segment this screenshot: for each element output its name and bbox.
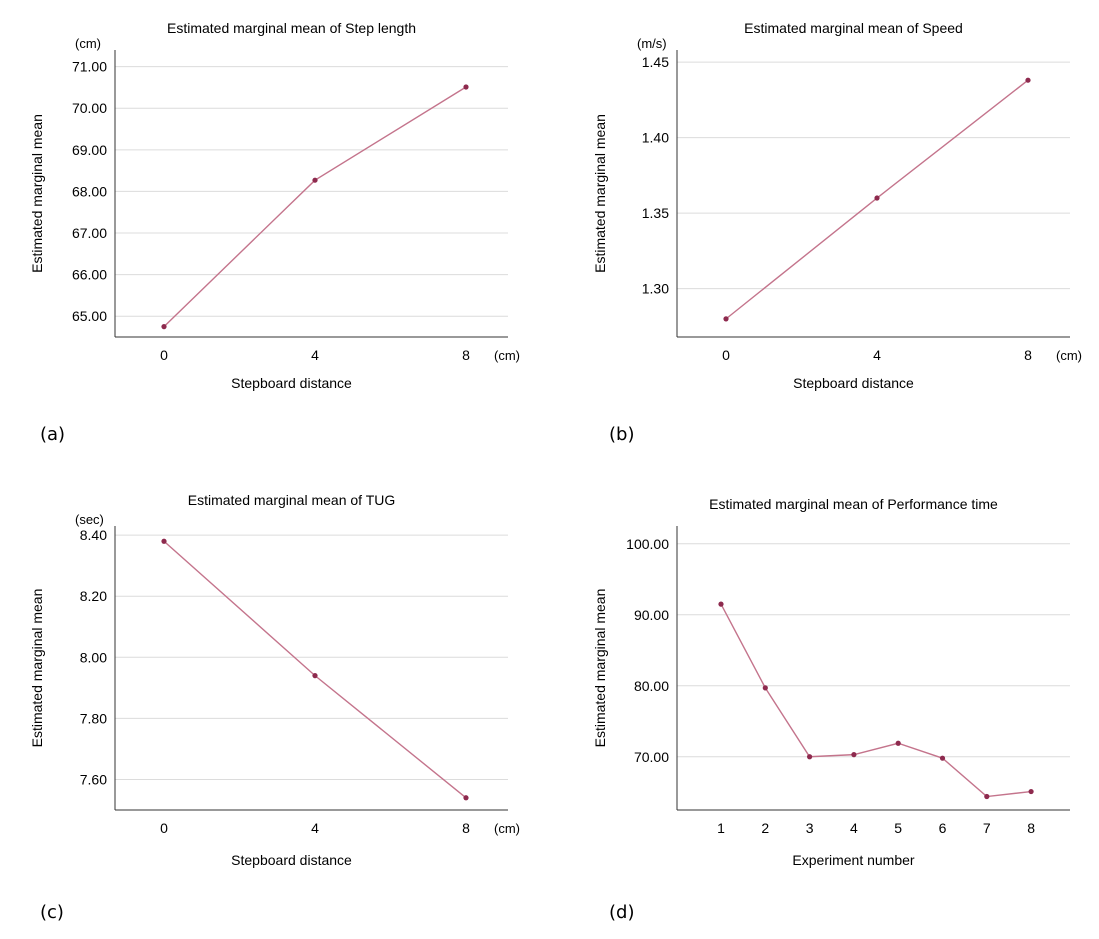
chart-d-xtick-5: 6 xyxy=(939,820,947,836)
chart-d-xtick-1: 2 xyxy=(761,820,769,836)
chart-b-x-unit: (cm) xyxy=(1056,348,1082,363)
chart-c-ytick-0: 7.60 xyxy=(80,771,107,787)
chart-b-xlabel: Stepboard distance xyxy=(793,375,914,391)
chart-b-ytick-0: 1.30 xyxy=(642,281,669,297)
chart-d-point-4 xyxy=(895,740,901,746)
chart-c-ytick-2: 8.00 xyxy=(80,649,107,665)
chart-d-point-1 xyxy=(762,685,768,691)
chart-d-xlabel: Experiment number xyxy=(792,852,915,868)
chart-a-series-line xyxy=(163,86,467,328)
chart-c-ytick-1: 7.80 xyxy=(80,710,107,726)
chart-b-xtick-1: 4 xyxy=(873,347,881,363)
chart-a-ylabel: Estimated marginal mean xyxy=(29,114,45,273)
chart-b-ytick-3: 1.45 xyxy=(642,54,669,70)
chart-d-point-0 xyxy=(718,601,724,607)
chart-b-xtick-2: 8 xyxy=(1024,347,1032,363)
chart-d-ylabel: Estimated marginal mean xyxy=(592,589,608,748)
chart-b-svg: 1.30 1.35 1.40 1.45 0 4 8 Estimated marginal me… xyxy=(592,20,1082,391)
chart-d-svg: 70.00 80.00 90.00 100.00 1 2 3 4 5 6 7 8 Estimated m… xyxy=(592,496,1070,868)
chart-d-point-3 xyxy=(851,752,857,758)
chart-a-ytick-5: 70.00 xyxy=(72,100,107,116)
chart-c-xlabel: Stepboard distance xyxy=(231,852,352,868)
chart-d-ytick-0: 70.00 xyxy=(634,749,669,765)
chart-a-ytick-1: 66.00 xyxy=(72,267,107,283)
chart-c-svg: 7.60 7.80 8.00 8.20 8.40 0 4 8 Estimated margina… xyxy=(29,492,520,868)
chart-panel-c: 7.60 7.80 8.00 8.20 8.40 0 4 8 Estimated margina… xyxy=(0,480,550,890)
chart-c-x-unit: (cm) xyxy=(494,821,520,836)
chart-a-svg: 65.00 66.00 67.00 68.00 69.00 70.00 71.00 0 4 8 Es… xyxy=(29,20,520,391)
chart-panel-d: 70.00 80.00 90.00 100.00 1 2 3 4 5 6 7 8 Estimated m… xyxy=(555,480,1099,890)
chart-panel-a: 65.00 66.00 67.00 68.00 69.00 70.00 71.00 0 4 8 Es… xyxy=(0,0,550,420)
panel-label-b: (b) xyxy=(609,424,635,445)
chart-b-point-2 xyxy=(1025,77,1031,83)
chart-a-ytick-4: 69.00 xyxy=(72,142,107,158)
chart-a-xtick-0: 0 xyxy=(160,347,168,363)
chart-a-x-unit: (cm) xyxy=(494,348,520,363)
chart-c-point-0 xyxy=(161,538,167,544)
chart-b-point-1 xyxy=(874,195,880,201)
chart-b-ylabel: Estimated marginal mean xyxy=(592,114,608,273)
chart-a-ytick-6: 71.00 xyxy=(72,59,107,75)
chart-d-xtick-4: 5 xyxy=(894,820,902,836)
chart-d-xtick-2: 3 xyxy=(806,820,814,836)
chart-b-ytick-1: 1.35 xyxy=(642,205,669,221)
chart-c-xtick-0: 0 xyxy=(160,820,168,836)
chart-c-ylabel: Estimated marginal mean xyxy=(29,589,45,748)
chart-c-point-1 xyxy=(312,673,318,679)
chart-a-xtick-1: 4 xyxy=(311,347,319,363)
chart-a-point-0 xyxy=(161,324,167,330)
chart-a-xlabel: Stepboard distance xyxy=(231,375,352,391)
chart-c-y-unit: (sec) xyxy=(75,512,104,527)
chart-d-point-6 xyxy=(984,793,990,800)
chart-c-ytick-3: 8.20 xyxy=(80,588,107,604)
chart-d-xtick-0: 1 xyxy=(717,820,725,836)
chart-a-ytick-2: 67.00 xyxy=(72,225,107,241)
chart-d-point-2 xyxy=(807,754,813,760)
chart-b-xtick-0: 0 xyxy=(722,347,730,363)
chart-c-xtick-1: 4 xyxy=(311,820,319,836)
chart-b-title: Estimated marginal mean of Speed xyxy=(744,20,963,36)
chart-b-ytick-2: 1.40 xyxy=(642,130,669,146)
panel-label-a: (a) xyxy=(40,424,66,445)
chart-a-y-unit: (cm) xyxy=(75,36,101,51)
chart-c-series-line xyxy=(163,540,467,799)
chart-d-point-7 xyxy=(1028,788,1034,795)
chart-b-point-0 xyxy=(723,316,729,322)
chart-d-ytick-1: 80.00 xyxy=(634,678,669,694)
chart-d-ytick-2: 90.00 xyxy=(634,607,669,623)
chart-d-xtick-7: 8 xyxy=(1027,820,1035,836)
chart-a-xtick-2: 8 xyxy=(462,347,470,363)
chart-d-xtick-6: 7 xyxy=(983,820,991,836)
panel-label-c: (c) xyxy=(40,902,64,923)
chart-c-ytick-4: 8.40 xyxy=(80,527,107,543)
chart-panel-b: 1.30 1.35 1.40 1.45 0 4 8 Estimated marginal me… xyxy=(555,0,1099,420)
chart-a-point-2 xyxy=(463,84,469,90)
panel-label-d: (d) xyxy=(609,902,635,923)
chart-d-ytick-3: 100.00 xyxy=(626,536,669,552)
chart-d-xtick-3: 4 xyxy=(850,820,858,836)
chart-d-series-line xyxy=(720,603,1032,798)
chart-c-point-2 xyxy=(463,795,469,801)
chart-a-title: Estimated marginal mean of Step length xyxy=(167,20,416,36)
chart-b-y-unit: (m/s) xyxy=(637,36,667,51)
chart-c-title: Estimated marginal mean of TUG xyxy=(188,492,396,508)
chart-a-ytick-3: 68.00 xyxy=(72,183,107,199)
chart-a-ytick-0: 65.00 xyxy=(72,308,107,324)
chart-c-xtick-2: 8 xyxy=(462,820,470,836)
chart-d-point-5 xyxy=(939,755,946,761)
chart-d-title: Estimated marginal mean of Performance t… xyxy=(709,496,998,512)
chart-a-point-1 xyxy=(312,177,318,183)
